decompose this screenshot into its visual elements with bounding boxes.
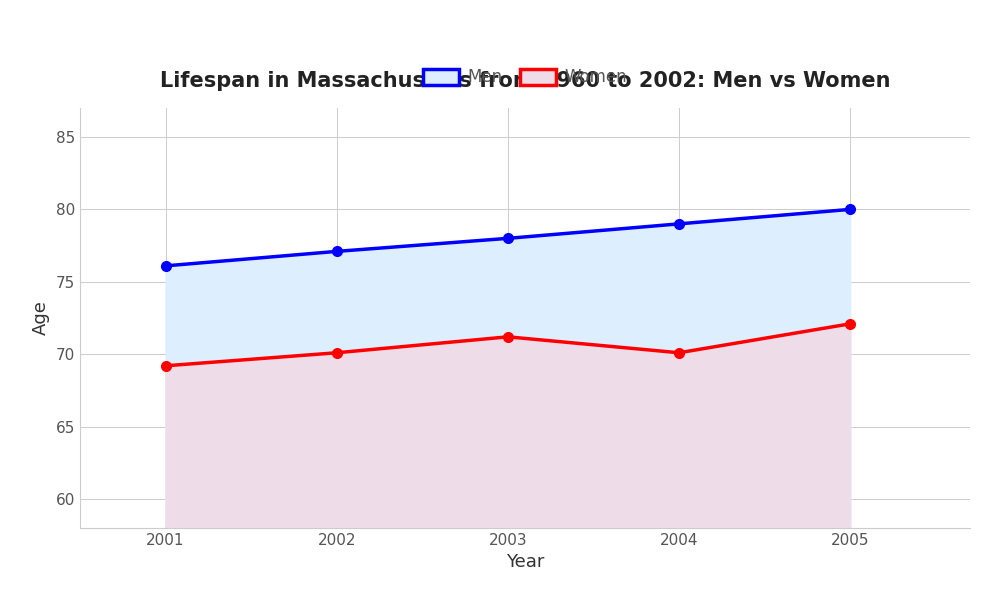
Legend: Men, Women: Men, Women: [416, 62, 634, 93]
Y-axis label: Age: Age: [32, 301, 50, 335]
Title: Lifespan in Massachusetts from 1960 to 2002: Men vs Women: Lifespan in Massachusetts from 1960 to 2…: [160, 71, 890, 91]
X-axis label: Year: Year: [506, 553, 544, 571]
